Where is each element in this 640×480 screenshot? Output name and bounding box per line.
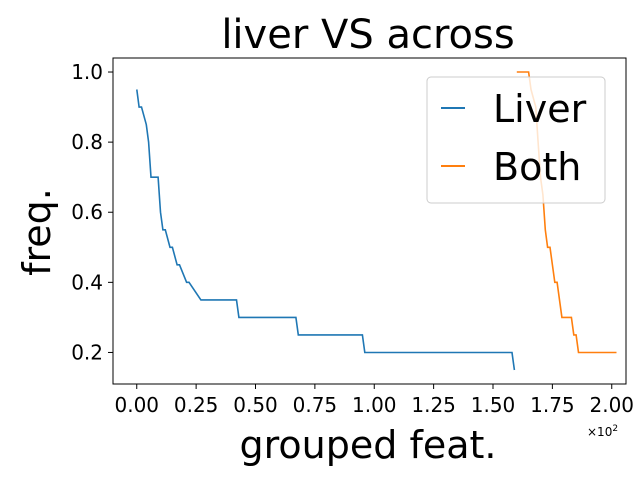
x-tick-label: 0.25: [174, 393, 219, 417]
legend-label-both: Both: [493, 145, 581, 189]
x-axis-multiplier-exponent: 2: [612, 424, 618, 434]
x-tick-label: 1.25: [411, 393, 456, 417]
y-axis-label: freq.: [15, 188, 59, 276]
y-axis-ticks: 0.2 0.4 0.6 0.8 1.0: [71, 60, 113, 364]
x-axis-label: grouped feat.: [240, 423, 497, 467]
y-tick-label: 0.4: [71, 270, 103, 294]
y-tick-label: 0.8: [71, 130, 103, 154]
x-axis-multiplier: ×102: [587, 424, 618, 439]
x-tick-label: 0.50: [233, 393, 278, 417]
x-tick-label: 0.00: [114, 393, 159, 417]
x-tick-label: 0.75: [293, 393, 338, 417]
y-tick-label: 1.0: [71, 60, 103, 84]
x-tick-label: 1.00: [352, 393, 397, 417]
legend: Liver Both: [426, 76, 606, 204]
legend-label-liver: Liver: [493, 87, 587, 131]
x-tick-label: 1.75: [530, 393, 575, 417]
x-axis-multiplier-base: ×10: [587, 425, 612, 439]
x-tick-label: 2.00: [589, 393, 634, 417]
x-tick-label: 1.50: [471, 393, 516, 417]
legend-box: [426, 76, 606, 204]
y-tick-label: 0.2: [71, 340, 103, 364]
plot-area: [112, 57, 627, 385]
y-tick-label: 0.6: [71, 200, 103, 224]
axes-frame: [112, 57, 627, 385]
series-line-liver: [136, 89, 516, 371]
x-axis-ticks: 0.00 0.25 0.50 0.75 1.00 1.25 1.50 1.75 2.00: [114, 384, 634, 417]
chart-title: liver VS across: [221, 12, 514, 58]
